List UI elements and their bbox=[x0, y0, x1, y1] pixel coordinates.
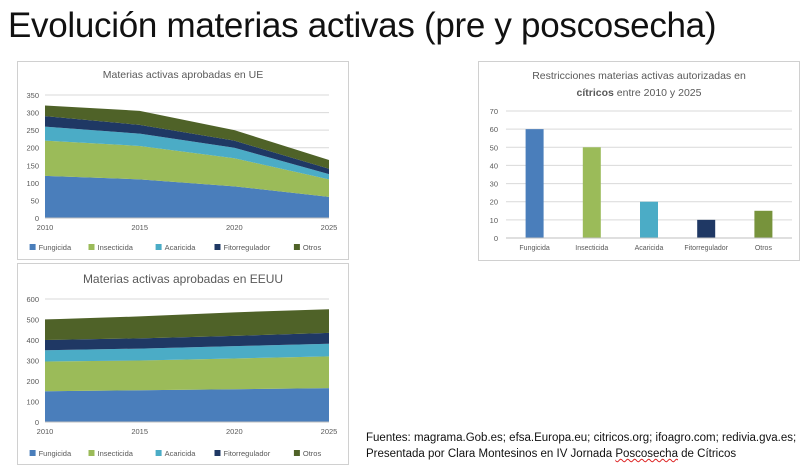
y-tick-label: 50 bbox=[31, 196, 39, 205]
area-series-otros bbox=[45, 105, 329, 169]
legend-swatch bbox=[293, 450, 300, 456]
slide-title: Evolución materias activas (pre y poscos… bbox=[8, 6, 717, 45]
chart-title: Materias activas aprobadas en EEUU bbox=[83, 272, 283, 286]
legend-label: Acaricida bbox=[165, 243, 197, 252]
legend-swatch bbox=[155, 450, 162, 456]
x-tick-label: Acaricida bbox=[635, 245, 664, 252]
legend-label: Insecticida bbox=[98, 243, 134, 252]
chart-title: Materias activas aprobadas en UE bbox=[103, 69, 264, 81]
legend-label: Otros bbox=[303, 243, 322, 252]
sources-line-2-prefix: Presentada por Clara Montesinos en IV Jo… bbox=[366, 448, 616, 460]
x-tick-label: 2025 bbox=[321, 427, 338, 436]
y-tick-label: 150 bbox=[26, 161, 39, 170]
x-tick-label: 2010 bbox=[37, 427, 54, 436]
chart-title-bold: cítricos bbox=[577, 87, 615, 99]
legend-swatch bbox=[88, 244, 95, 250]
bar-insecticida bbox=[582, 147, 601, 238]
y-tick-label: 10 bbox=[490, 216, 498, 225]
bar-acaricida bbox=[640, 201, 658, 238]
chart-ue-area: Materias activas aprobadas en UE 0 50 100 15… bbox=[26, 69, 338, 252]
chart-title-suffix: entre 2010 y 2025 bbox=[614, 87, 702, 99]
y-tick-label: 100 bbox=[26, 398, 39, 407]
legend-label: Acaricida bbox=[165, 449, 197, 458]
y-tick-label: 200 bbox=[26, 377, 39, 386]
bar-fungicida bbox=[525, 129, 544, 238]
area-series-fitorregulador bbox=[45, 332, 329, 351]
x-tick-label: 2015 bbox=[131, 427, 148, 436]
y-tick-label: 30 bbox=[490, 180, 498, 189]
area-series-insecticida bbox=[45, 140, 329, 197]
legend-swatch bbox=[29, 450, 36, 456]
legend-swatch bbox=[214, 450, 221, 456]
chart-panel-citricos: Restricciones materias activas autorizad… bbox=[478, 61, 800, 261]
x-tick-label: 2015 bbox=[131, 223, 148, 232]
x-tick-label: Insecticida bbox=[575, 245, 608, 252]
sources-note: Fuentes: magrama.Gob.es; efsa.Europa.eu;… bbox=[366, 430, 796, 462]
legend-swatch bbox=[214, 244, 221, 250]
area-series-fungicida bbox=[45, 175, 329, 218]
x-tick-label: Fungicida bbox=[519, 245, 549, 252]
y-tick-label: 200 bbox=[26, 144, 39, 153]
y-tick-label: 0 bbox=[494, 234, 498, 243]
chart-title-line-1: Restricciones materias activas autorizad… bbox=[532, 70, 746, 82]
y-tick-label: 400 bbox=[26, 336, 39, 345]
area-series-insecticida bbox=[45, 356, 329, 392]
legend-label: Fungicida bbox=[39, 449, 72, 458]
legend-swatch bbox=[88, 450, 95, 456]
y-tick-label: 40 bbox=[490, 161, 498, 170]
chart-panel-ue: Materias activas aprobadas en UE 0 50 100 15… bbox=[17, 61, 349, 260]
legend-label: Fitorregulador bbox=[224, 449, 271, 458]
y-tick-label: 500 bbox=[26, 316, 39, 325]
y-tick-label: 20 bbox=[490, 198, 498, 207]
legend-label: Otros bbox=[303, 449, 322, 458]
area-series-otros bbox=[45, 309, 329, 340]
chart-citricos-bar: Restricciones materias activas autorizad… bbox=[490, 70, 792, 252]
x-tick-label: Fitorregulador bbox=[684, 245, 728, 252]
y-tick-label: 100 bbox=[26, 179, 39, 188]
chart-title-line-2: cítricos entre 2010 y 2025 bbox=[577, 87, 702, 99]
legend-label: Fitorregulador bbox=[224, 243, 271, 252]
bar-otros bbox=[754, 210, 773, 238]
y-tick-label: 70 bbox=[490, 107, 498, 116]
y-tick-label: 50 bbox=[490, 143, 498, 152]
legend-swatch bbox=[293, 244, 300, 250]
y-tick-label: 0 bbox=[35, 418, 39, 427]
sources-line-2: Presentada por Clara Montesinos en IV Jo… bbox=[366, 446, 796, 462]
bar-fitorregulador bbox=[697, 219, 716, 238]
area-series-acaricida bbox=[45, 343, 329, 362]
y-tick-label: 0 bbox=[35, 214, 39, 223]
y-tick-label: 60 bbox=[490, 125, 498, 134]
area-series-acaricida bbox=[45, 126, 329, 180]
y-tick-label: 300 bbox=[26, 109, 39, 118]
x-tick-label: 2020 bbox=[226, 223, 243, 232]
sources-line-2-suffix: de Cítricos bbox=[677, 448, 737, 460]
legend-swatch bbox=[155, 244, 162, 250]
sources-line-1: Fuentes: magrama.Gob.es; efsa.Europa.eu;… bbox=[366, 432, 797, 444]
x-tick-label: Otros bbox=[755, 245, 773, 252]
y-tick-label: 350 bbox=[26, 91, 39, 100]
sources-line-2-underlined: Poscosecha bbox=[615, 448, 678, 460]
x-tick-label: 2020 bbox=[226, 427, 243, 436]
chart-panel-eeuu: Materias activas aprobadas en EEUU 0 100 20… bbox=[17, 263, 349, 465]
y-tick-label: 600 bbox=[26, 295, 39, 304]
legend-swatch bbox=[29, 244, 36, 250]
y-tick-label: 250 bbox=[26, 126, 39, 135]
y-tick-label: 300 bbox=[26, 357, 39, 366]
legend-label: Insecticida bbox=[98, 449, 134, 458]
area-series-fitorregulador bbox=[45, 116, 329, 175]
area-series-fungicida bbox=[45, 388, 329, 422]
x-tick-label: 2010 bbox=[37, 223, 54, 232]
x-tick-label: 2025 bbox=[321, 223, 338, 232]
legend-label: Fungicida bbox=[39, 243, 72, 252]
chart-eeuu-area: Materias activas aprobadas en EEUU 0 100 20… bbox=[26, 272, 338, 458]
